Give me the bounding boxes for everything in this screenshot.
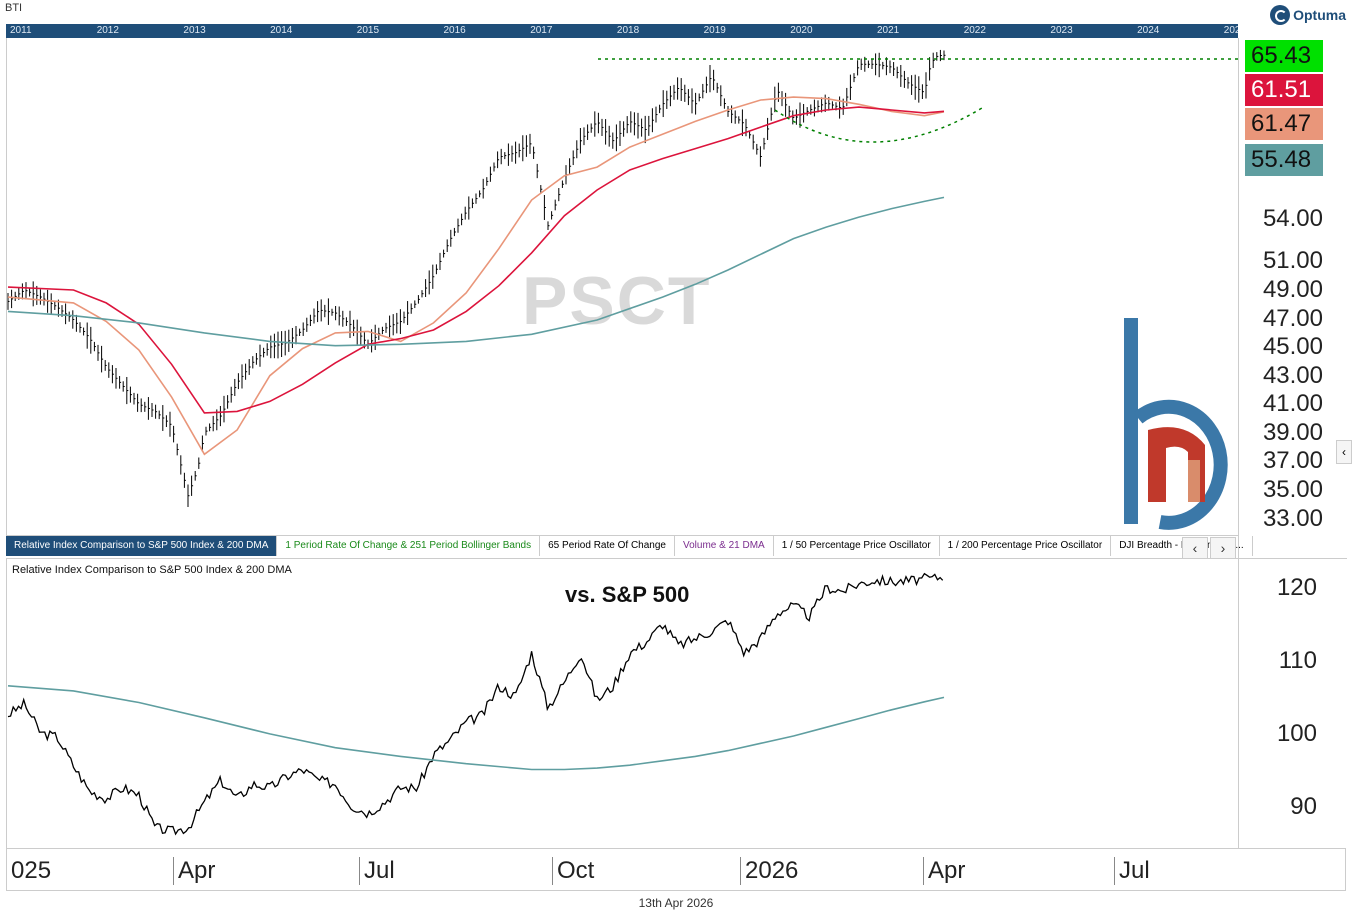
- price-tick-label: 33.00: [1262, 504, 1323, 532]
- overview-year-label: 2022: [963, 25, 986, 36]
- cup-arc: [774, 107, 983, 143]
- overview-year-label: 2017: [530, 25, 553, 36]
- tab-item[interactable]: DJI Breadth - Percent Abo...: [1111, 536, 1253, 556]
- overview-year-label: 2013: [183, 25, 206, 36]
- ticker-label: BTI: [5, 2, 23, 14]
- price-axis[interactable]: 33.00 35.00 37.00 39.00 41.00 43.00 45.00 47.00…: [1238, 38, 1347, 558]
- last-value-badge: 55.48: [1245, 144, 1323, 176]
- last-value-badge: 65.43: [1245, 40, 1323, 72]
- overview-year-label: 2024: [1137, 25, 1160, 36]
- time-axis-label: 2026: [740, 857, 798, 885]
- footer-date: 13th Apr 2026: [638, 896, 714, 910]
- overview-year-label: 2015: [356, 25, 380, 36]
- relative-axis[interactable]: 120 110 100 90: [1238, 558, 1347, 849]
- overview-year-label: 2023: [1050, 25, 1073, 36]
- ma50-line: [7, 106, 945, 414]
- price-tick-label: 41.00: [1262, 390, 1323, 418]
- overview-year-label: 2021: [877, 25, 900, 36]
- optuma-logo-icon: [1270, 5, 1291, 25]
- relative-tick-label: 120: [1276, 574, 1317, 602]
- relative-line: [7, 572, 944, 836]
- time-axis-label: Oct: [552, 857, 594, 885]
- price-tick-label: 35.00: [1262, 476, 1323, 503]
- overview-year-label: 2012: [96, 25, 119, 36]
- time-axis[interactable]: 025 Apr Jul Oct 2026 Apr Jul: [6, 848, 1346, 891]
- relative-panel[interactable]: [6, 558, 1239, 849]
- ma21-line: [7, 96, 945, 456]
- vs-sp500-label: vs. S&P 500: [565, 582, 690, 607]
- tab-item[interactable]: 1 Period Rate Of Change & 251 Period Bol…: [277, 536, 541, 556]
- time-axis-label: Jul: [1114, 857, 1150, 885]
- relative-tick-label: 110: [1278, 647, 1317, 675]
- optuma-logo: Optuma: [1270, 3, 1346, 27]
- time-axis-label: Jul: [359, 857, 395, 885]
- price-tick-label: 49.00: [1262, 276, 1323, 303]
- overview-strip[interactable]: 2011 2012 2013 2014 2015 2016 2017 2018 2019 2020…: [6, 24, 1238, 38]
- tab-item[interactable]: Relative Index Comparison to S&P 500 Ind…: [6, 536, 278, 556]
- relative-tick-label: 100: [1276, 720, 1317, 748]
- price-tick-label: 43.00: [1262, 361, 1323, 389]
- tab-item[interactable]: 1 / 50 Percentage Price Oscillator: [774, 536, 940, 556]
- logo-text: Optuma: [1293, 7, 1346, 23]
- price-tick-label: 54.00: [1262, 204, 1323, 232]
- overview-year-label: 2018: [616, 25, 640, 36]
- overview-year-label: 2011: [10, 25, 32, 36]
- tab-item[interactable]: 65 Period Rate Of Change: [540, 536, 675, 556]
- price-tick-label: 39.00: [1262, 418, 1323, 446]
- overview-year-label: 2014: [270, 25, 293, 36]
- tab-item[interactable]: Volume & 21 DMA: [675, 536, 774, 556]
- overview-year-label: 2025: [1223, 25, 1238, 36]
- price-tick-label: 45.00: [1262, 333, 1323, 361]
- relative-200dma-line: [7, 685, 945, 771]
- relative-tick-label: 90: [1290, 792, 1317, 820]
- price-panel[interactable]: [6, 38, 1239, 535]
- price-tick-label: 47.00: [1262, 304, 1323, 332]
- time-axis-label: Apr: [173, 857, 215, 885]
- last-value-badge: 61.51: [1245, 74, 1323, 106]
- watermark: PSCT: [522, 263, 712, 339]
- price-tick-label: 37.00: [1262, 447, 1323, 475]
- last-value-badge: 61.47: [1245, 108, 1323, 140]
- relative-panel-title: Relative Index Comparison to S&P 500 Ind…: [12, 564, 292, 576]
- overview-year-label: 2020: [790, 25, 813, 36]
- price-tick-label: 51.00: [1262, 247, 1323, 275]
- ma200-line: [7, 196, 945, 347]
- tab-item[interactable]: 1 / 200 Percentage Price Oscillator: [940, 536, 1112, 556]
- overview-year-label: 2019: [703, 25, 726, 36]
- overview-year-label: 2016: [443, 25, 466, 36]
- time-axis-label: 025: [11, 857, 52, 884]
- indicator-tabs: Relative Index Comparison to S&P 500 Ind…: [6, 535, 1253, 558]
- time-axis-label: Apr: [923, 857, 965, 885]
- brand-logo: [1124, 318, 1228, 530]
